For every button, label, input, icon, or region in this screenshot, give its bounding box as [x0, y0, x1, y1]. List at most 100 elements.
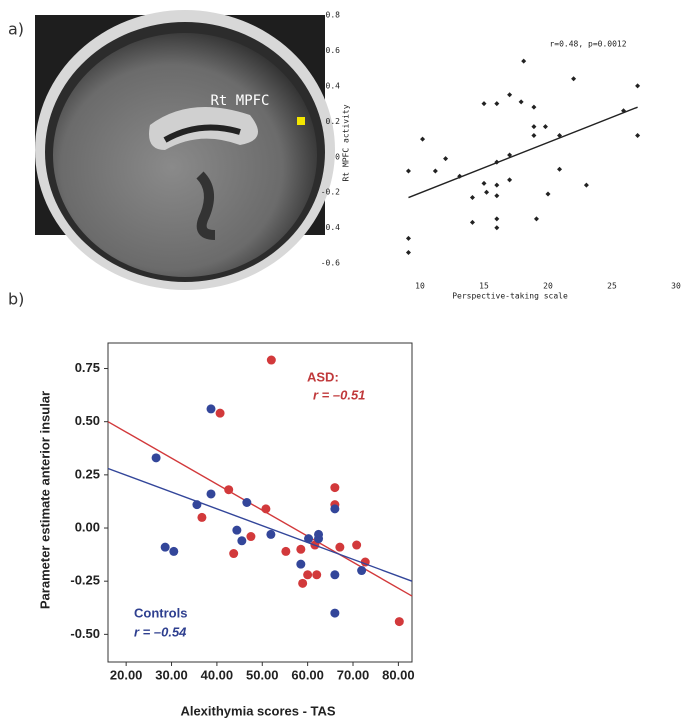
data-point	[352, 540, 362, 550]
trend-line	[107, 467, 413, 582]
y-tick-label: 0.25	[75, 466, 100, 481]
data-point	[621, 108, 627, 114]
data-point	[469, 219, 475, 225]
data-point	[237, 536, 247, 546]
data-point	[507, 152, 513, 158]
data-point	[296, 559, 306, 569]
x-tick-label: 40.00	[201, 667, 234, 682]
data-point	[281, 546, 291, 556]
annotation: r = –0.51	[313, 387, 365, 402]
data-point	[533, 216, 539, 222]
y-tick-label: -0.6	[321, 259, 340, 268]
data-point	[557, 133, 563, 139]
x-tick-label: 30	[671, 282, 681, 291]
data-point	[215, 408, 225, 418]
annotation: ASD:	[307, 369, 339, 384]
data-point	[531, 124, 537, 130]
data-point	[494, 193, 500, 199]
data-point	[206, 404, 216, 414]
data-point	[469, 195, 475, 201]
y-tick-label: -0.2	[321, 188, 340, 197]
data-point	[296, 544, 306, 554]
x-tick-label: 25	[607, 282, 617, 291]
panel-label: a)	[8, 20, 24, 39]
data-point	[494, 101, 500, 107]
data-point	[432, 168, 438, 174]
data-point	[635, 133, 641, 139]
data-point	[521, 58, 527, 64]
data-point	[420, 136, 426, 142]
x-tick-label: 10	[415, 282, 425, 291]
y-tick-label: 0.00	[75, 519, 100, 534]
annotation: r=0.48, p=0.0012	[549, 40, 626, 49]
y-tick-label: -0.4	[321, 223, 340, 232]
y-tick-label: 0.4	[326, 81, 341, 90]
data-point	[405, 250, 411, 256]
y-tick-label: -0.50	[70, 626, 100, 641]
data-point	[266, 355, 276, 365]
data-point	[232, 525, 242, 535]
y-axis-label: Parameter estimate anterior insular	[37, 391, 52, 609]
data-point	[303, 570, 313, 580]
x-tick-label: 70.00	[337, 667, 370, 682]
trend-line	[408, 106, 638, 199]
data-point	[457, 173, 463, 179]
data-point	[335, 542, 345, 552]
data-point	[224, 485, 234, 495]
data-point	[160, 542, 170, 552]
data-point	[314, 534, 324, 544]
data-point	[545, 191, 551, 197]
annotation: r = –0.54	[134, 624, 187, 639]
panel-label: b)	[8, 290, 24, 309]
data-point	[330, 504, 340, 514]
data-point	[357, 566, 367, 576]
data-point	[494, 216, 500, 222]
data-point	[542, 124, 548, 130]
data-point	[557, 166, 563, 172]
data-point	[494, 182, 500, 188]
data-point	[405, 235, 411, 241]
data-point	[507, 177, 513, 183]
x-tick-label: 80.00	[382, 667, 415, 682]
x-axis-label: Alexithymia scores - TAS	[180, 703, 335, 718]
data-point	[192, 500, 202, 510]
data-point	[481, 180, 487, 186]
data-point	[206, 489, 216, 499]
data-point	[266, 529, 276, 539]
x-tick-label: 60.00	[291, 667, 324, 682]
annotation: Controls	[134, 605, 187, 620]
data-point	[481, 101, 487, 107]
data-point	[242, 498, 252, 507]
data-point	[494, 159, 500, 165]
y-tick-label: 0.2	[326, 117, 341, 126]
data-point	[169, 546, 179, 556]
data-point	[484, 189, 490, 195]
data-point	[330, 608, 340, 618]
trend-line	[107, 421, 413, 597]
data-point	[312, 570, 322, 580]
data-point	[531, 133, 537, 139]
data-point	[507, 92, 513, 98]
data-point	[330, 483, 340, 493]
data-point	[518, 99, 524, 105]
data-point	[443, 156, 449, 162]
x-tick-label: 20	[543, 282, 553, 291]
data-point	[246, 532, 256, 542]
data-point	[394, 617, 404, 627]
data-point	[405, 168, 411, 174]
y-tick-label: 0	[335, 152, 340, 161]
data-point	[197, 512, 207, 522]
data-point	[304, 534, 314, 544]
data-point	[494, 225, 500, 231]
data-point	[330, 570, 340, 580]
x-tick-label: 15	[479, 282, 489, 291]
y-tick-label: -0.25	[70, 573, 100, 588]
data-point	[229, 549, 239, 559]
data-point	[261, 504, 271, 514]
data-point	[531, 104, 537, 110]
plot-frame	[107, 342, 413, 663]
x-tick-label: 50.00	[246, 667, 279, 682]
image-label: Rt MPFC	[210, 93, 269, 109]
y-tick-label: 0.50	[75, 413, 100, 428]
